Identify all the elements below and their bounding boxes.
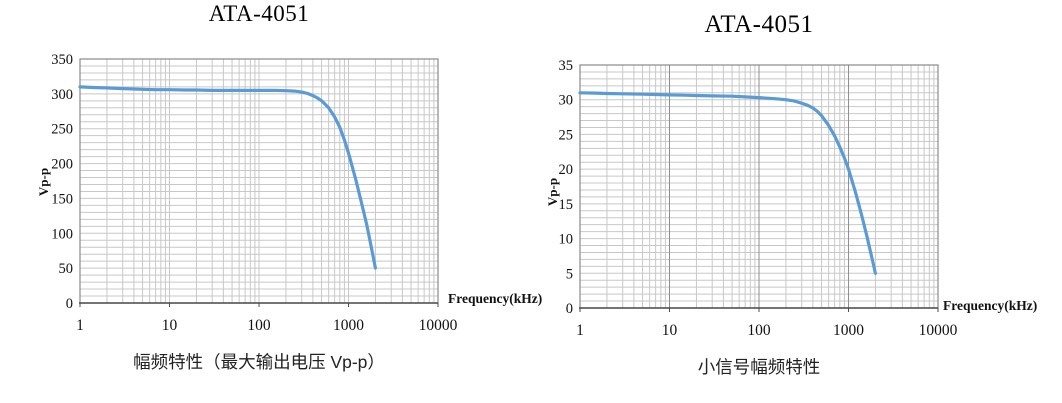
svg-text:10: 10 xyxy=(162,317,178,334)
chart-title: ATA-4051 xyxy=(208,1,310,26)
plot-group-max-output: 0 50 100 150 200 250 300 350 1 10 100 1000 10000 xyxy=(51,52,457,334)
chart-title: ATA-4051 xyxy=(704,11,814,38)
y-axis-label: Vp-p xyxy=(36,167,51,197)
svg-text:100: 100 xyxy=(247,317,271,334)
svg-text:350: 350 xyxy=(51,52,73,68)
svg-text:15: 15 xyxy=(559,197,574,213)
svg-text:25: 25 xyxy=(559,127,574,143)
svg-text:1: 1 xyxy=(576,322,584,339)
svg-text:1000: 1000 xyxy=(333,317,364,334)
svg-text:100: 100 xyxy=(51,226,73,242)
svg-text:0: 0 xyxy=(66,296,73,312)
svg-text:1000: 1000 xyxy=(833,322,864,339)
y-axis-label: Vp-p xyxy=(545,177,560,207)
svg-text:100: 100 xyxy=(747,322,771,339)
plot-group-small-signal: 0 5 10 15 20 25 30 35 1 10 100 1000 10000 xyxy=(559,58,958,339)
chart-caption: 幅频特性（最大输出电压 Vp-p） xyxy=(133,352,385,372)
svg-text:50: 50 xyxy=(59,261,74,277)
svg-text:30: 30 xyxy=(559,93,574,109)
svg-text:250: 250 xyxy=(51,122,73,138)
svg-text:150: 150 xyxy=(51,191,73,207)
svg-text:10000: 10000 xyxy=(919,322,958,339)
svg-text:20: 20 xyxy=(559,162,574,178)
svg-text:0: 0 xyxy=(566,301,573,317)
x-axis-label: Frequency(kHz) xyxy=(943,298,1038,313)
svg-text:300: 300 xyxy=(51,87,73,103)
svg-text:10: 10 xyxy=(662,322,678,339)
svg-text:35: 35 xyxy=(559,58,574,74)
svg-text:10: 10 xyxy=(559,232,574,248)
svg-text:5: 5 xyxy=(566,266,573,282)
svg-text:10000: 10000 xyxy=(419,317,458,334)
chart-caption: 小信号幅频特性 xyxy=(697,357,821,377)
svg-text:1: 1 xyxy=(76,317,84,334)
svg-text:200: 200 xyxy=(51,157,73,173)
x-axis-label: Frequency(kHz) xyxy=(448,291,543,306)
